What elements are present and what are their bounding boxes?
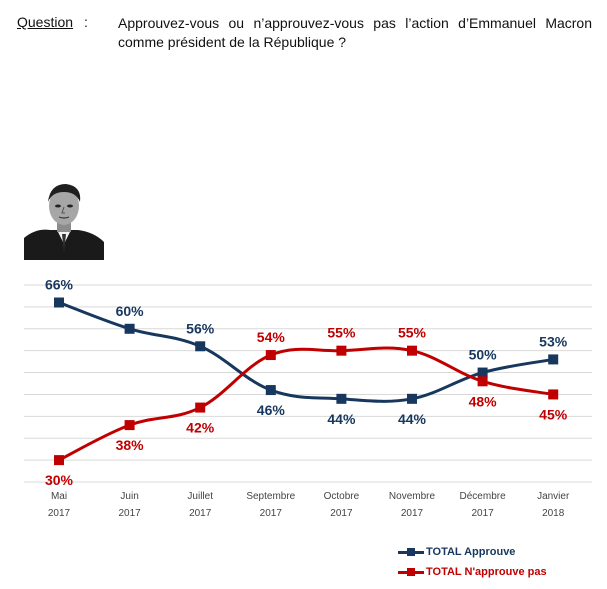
data-label-approve: 44% bbox=[398, 411, 427, 427]
data-label-approve: 66% bbox=[45, 277, 74, 293]
data-label-disapprove: 30% bbox=[45, 472, 74, 488]
x-tick-month: Octobre bbox=[324, 491, 360, 502]
x-tick-year: 2017 bbox=[189, 508, 212, 519]
x-tick-month: Décembre bbox=[460, 491, 507, 502]
data-label-disapprove: 55% bbox=[398, 325, 427, 341]
marker-disapprove bbox=[54, 455, 64, 466]
marker-disapprove bbox=[124, 420, 135, 431]
data-label-approve: 46% bbox=[257, 402, 286, 418]
marker-approve bbox=[407, 393, 417, 404]
marker-approve bbox=[336, 393, 347, 404]
data-label-approve: 50% bbox=[469, 347, 498, 363]
series-line-approve bbox=[58, 301, 554, 403]
x-tick-month: Juin bbox=[120, 491, 138, 502]
x-tick-month: Septembre bbox=[246, 491, 295, 502]
chart-legend: TOTAL Approuve TOTAL N'approuve pas bbox=[398, 542, 547, 582]
series-line-disapprove bbox=[58, 346, 554, 462]
data-label-disapprove: 45% bbox=[539, 406, 568, 422]
legend-label-approve: TOTAL Approuve bbox=[426, 546, 516, 558]
legend-item-approve: TOTAL Approuve bbox=[398, 542, 547, 562]
marker-approve bbox=[124, 323, 135, 334]
marker-disapprove bbox=[265, 350, 276, 361]
marker-approve bbox=[54, 297, 64, 308]
chart-gridlines bbox=[24, 284, 592, 483]
legend-label-disapprove: TOTAL N'approuve pas bbox=[426, 566, 547, 578]
marker-approve bbox=[195, 341, 206, 352]
x-tick-year: 2017 bbox=[401, 508, 424, 519]
data-label-disapprove: 38% bbox=[116, 437, 145, 453]
legend-item-disapprove: TOTAL N'approuve pas bbox=[398, 562, 547, 582]
x-tick-month: Juillet bbox=[187, 491, 213, 502]
macron-portrait-image bbox=[24, 180, 104, 260]
marker-approve bbox=[548, 354, 559, 365]
marker-approve bbox=[477, 367, 488, 378]
x-tick-month: Novembre bbox=[389, 491, 436, 502]
chart-x-tick-labels: Mai 2017 Juin 2017 Juillet 2017 Septembre 2017 O… bbox=[48, 491, 570, 519]
marker-disapprove bbox=[195, 402, 206, 413]
question-colon: : bbox=[84, 14, 88, 30]
x-tick-month: Mai bbox=[51, 491, 67, 502]
marker-disapprove bbox=[477, 376, 488, 387]
x-tick-year: 2017 bbox=[330, 508, 353, 519]
marker-disapprove bbox=[548, 389, 559, 400]
data-label-approve: 56% bbox=[186, 320, 215, 336]
x-tick-year: 2017 bbox=[260, 508, 283, 519]
data-label-approve: 60% bbox=[116, 303, 145, 319]
data-label-approve: 53% bbox=[539, 333, 568, 349]
x-tick-year: 2018 bbox=[542, 508, 565, 519]
data-label-disapprove: 42% bbox=[186, 420, 215, 436]
legend-swatch-approve bbox=[398, 547, 424, 557]
question-text: Approuvez-vous ou n’approuvez-vous pas l… bbox=[118, 15, 592, 50]
marker-disapprove bbox=[407, 345, 417, 356]
x-tick-year: 2017 bbox=[48, 508, 71, 519]
x-tick-year: 2017 bbox=[118, 508, 141, 519]
legend-swatch-disapprove bbox=[398, 567, 424, 577]
chart-series-lines bbox=[58, 301, 554, 462]
data-label-disapprove: 54% bbox=[257, 329, 286, 345]
data-label-disapprove: 48% bbox=[469, 393, 498, 409]
data-label-disapprove: 55% bbox=[327, 325, 356, 341]
x-tick-year: 2017 bbox=[471, 508, 494, 519]
marker-approve bbox=[265, 385, 276, 396]
x-tick-month: Janvier bbox=[537, 491, 570, 502]
chart-data-labels: 66% 60% 56% 46% 44% 44% 50% 53% 30% 38% 42% 54% 55% 5… bbox=[45, 277, 568, 489]
data-label-approve: 44% bbox=[327, 411, 356, 427]
marker-disapprove bbox=[336, 345, 347, 356]
question-label: Question bbox=[17, 14, 74, 30]
chart-markers bbox=[54, 297, 559, 466]
